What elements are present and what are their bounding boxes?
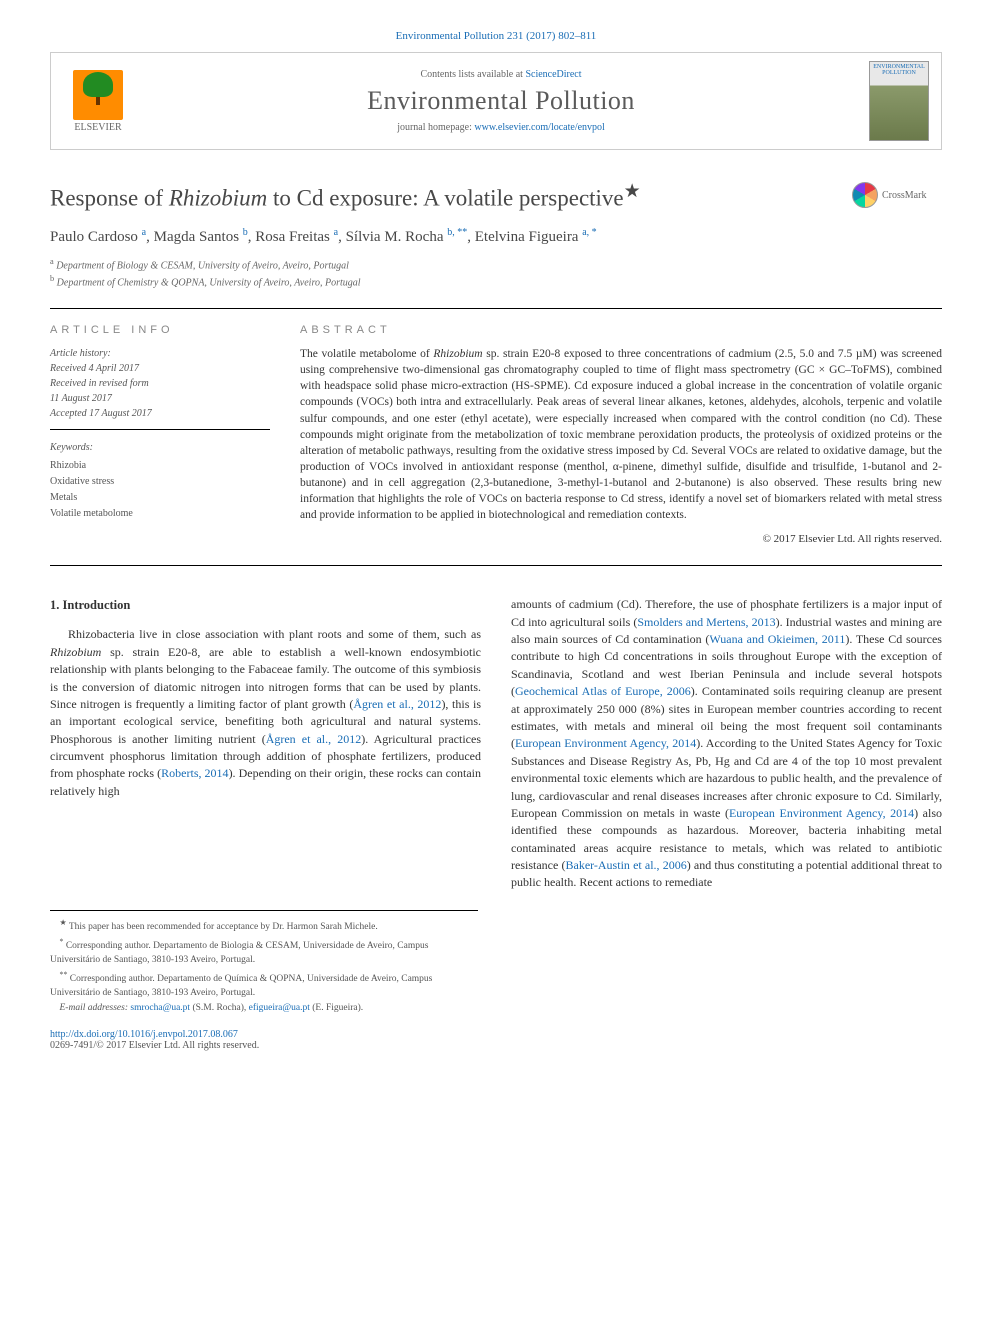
- article-info-heading: article info: [50, 324, 270, 336]
- article-info-col: article info Article history: Received 4…: [50, 324, 270, 545]
- journal-header-box: ELSEVIER Contents lists available at Sci…: [50, 52, 942, 150]
- elsevier-logo: ELSEVIER: [63, 61, 133, 141]
- received-date: Received 4 April 2017: [50, 363, 139, 374]
- homepage-prefix: journal homepage:: [397, 122, 474, 133]
- footnote-emails: E-mail addresses: smrocha@ua.pt (S.M. Ro…: [50, 1002, 478, 1015]
- elsevier-label: ELSEVIER: [74, 122, 121, 133]
- doi-link[interactable]: http://dx.doi.org/10.1016/j.envpol.2017.…: [50, 1029, 238, 1040]
- body-col-right: amounts of cadmium (Cd). Therefore, the …: [511, 596, 942, 892]
- journal-homepage-link[interactable]: www.elsevier.com/locate/envpol: [474, 122, 604, 133]
- contents-prefix: Contents lists available at: [420, 69, 525, 80]
- affiliation-b: b Department of Chemistry & QOPNA, Unive…: [50, 273, 942, 290]
- journal-cover-thumb: ENVIRONMENTAL POLLUTION: [869, 61, 929, 141]
- body-columns: 1. Introduction Rhizobacteria live in cl…: [50, 596, 942, 892]
- footnote-star: ★ This paper has been recommended for ac…: [50, 917, 478, 934]
- footnote-corr1-text: Corresponding author. Departamento de Bi…: [50, 941, 428, 964]
- revised-line1: Received in revised form: [50, 378, 149, 389]
- keyword: Oxidative stress: [50, 476, 114, 487]
- email-link-1[interactable]: smrocha@ua.pt: [130, 1003, 190, 1013]
- affiliation-a: a Department of Biology & CESAM, Univers…: [50, 256, 942, 273]
- crossmark-badge[interactable]: CrossMark: [852, 180, 942, 210]
- divider: [50, 565, 942, 566]
- page-footer: http://dx.doi.org/10.1016/j.envpol.2017.…: [50, 1029, 942, 1051]
- elsevier-tree-icon: [73, 70, 123, 120]
- title-star-note: ★: [624, 181, 641, 202]
- journal-homepage-line: journal homepage: www.elsevier.com/locat…: [133, 122, 869, 133]
- info-abstract-row: article info Article history: Received 4…: [50, 324, 942, 545]
- affiliation-sup: a: [50, 257, 54, 266]
- email-link-2[interactable]: efigueira@ua.pt: [249, 1003, 310, 1013]
- body-col-left: 1. Introduction Rhizobacteria live in cl…: [50, 596, 481, 892]
- email-who-2: (E. Figueira).: [310, 1003, 363, 1013]
- footnotes-block: ★ This paper has been recommended for ac…: [50, 910, 478, 1015]
- keyword: Rhizobia: [50, 460, 86, 471]
- journal-name: Environmental Pollution: [133, 86, 869, 116]
- affiliation-text: Department of Chemistry & QOPNA, Univers…: [57, 277, 361, 288]
- contents-available-line: Contents lists available at ScienceDirec…: [133, 69, 869, 80]
- article-history-block: Article history: Received 4 April 2017 R…: [50, 346, 270, 430]
- footnote-corr2-text: Corresponding author. Departamento de Qu…: [50, 974, 432, 997]
- article-title-text: Response of Rhizobium to Cd exposure: A …: [50, 186, 624, 211]
- keywords-label: Keywords:: [50, 440, 270, 456]
- header-center: Contents lists available at ScienceDirec…: [133, 69, 869, 133]
- issn-copyright: 0269-7491/© 2017 Elsevier Ltd. All right…: [50, 1040, 259, 1051]
- intro-paragraph-col1: Rhizobacteria live in close association …: [50, 626, 481, 800]
- keyword: Volatile metabolome: [50, 508, 133, 519]
- header-citation: Environmental Pollution 231 (2017) 802–8…: [50, 30, 942, 42]
- revised-line2: 11 August 2017: [50, 393, 112, 404]
- footnote-corr1: * Corresponding author. Departamento de …: [50, 936, 478, 967]
- footnote-star-text: This paper has been recommended for acce…: [69, 922, 378, 932]
- abstract-text: The volatile metabolome of Rhizobium sp.…: [300, 346, 942, 523]
- keyword: Metals: [50, 492, 77, 503]
- email-label: E-mail addresses:: [60, 1003, 129, 1013]
- affiliations-block: a Department of Biology & CESAM, Univers…: [50, 256, 942, 291]
- abstract-copyright: © 2017 Elsevier Ltd. All rights reserved…: [300, 533, 942, 545]
- sciencedirect-link[interactable]: ScienceDirect: [525, 69, 581, 80]
- accepted-date: Accepted 17 August 2017: [50, 408, 152, 419]
- affiliation-text: Department of Biology & CESAM, Universit…: [56, 260, 349, 271]
- affiliation-sup: b: [50, 274, 54, 283]
- email-who-1: (S.M. Rocha),: [190, 1003, 249, 1013]
- divider: [50, 308, 942, 309]
- crossmark-icon: [852, 182, 878, 208]
- authors-line: Paulo Cardoso a, Magda Santos b, Rosa Fr…: [50, 226, 942, 248]
- intro-heading: 1. Introduction: [50, 596, 481, 614]
- intro-paragraph-col2: amounts of cadmium (Cd). Therefore, the …: [511, 596, 942, 892]
- crossmark-label: CrossMark: [882, 190, 926, 201]
- abstract-col: abstract The volatile metabolome of Rhiz…: [300, 324, 942, 545]
- keywords-block: Keywords: Rhizobia Oxidative stress Meta…: [50, 440, 270, 522]
- abstract-heading: abstract: [300, 324, 942, 336]
- article-title: Response of Rhizobium to Cd exposure: A …: [50, 180, 942, 214]
- footnote-corr2: ** Corresponding author. Departamento de…: [50, 969, 478, 1000]
- history-label: Article history:: [50, 348, 111, 359]
